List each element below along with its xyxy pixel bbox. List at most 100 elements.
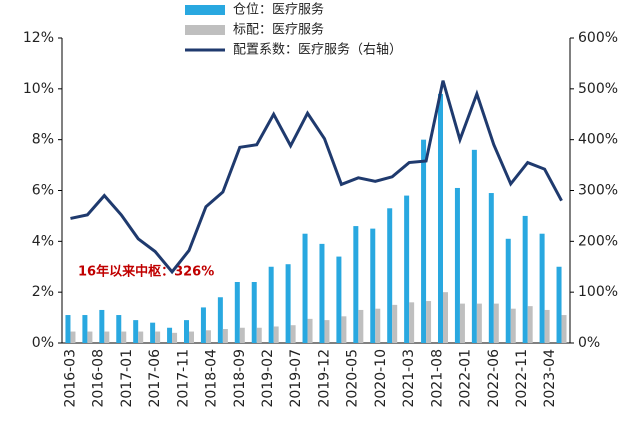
bar: [184, 320, 189, 343]
bar: [104, 331, 110, 343]
bar: [443, 292, 448, 343]
y2-tick-label: 0%: [578, 335, 600, 351]
bar: [302, 233, 308, 343]
bar: [251, 282, 257, 343]
bar: [358, 309, 364, 343]
y2-tick-label: 300%: [578, 183, 618, 199]
y2-tick-label: 500%: [578, 81, 618, 97]
y-tick-label: 6%: [32, 183, 54, 199]
bar: [234, 282, 240, 343]
y-tick-label: 2%: [32, 284, 54, 300]
bar: [454, 187, 460, 343]
line: [70, 80, 563, 275]
bar: [505, 238, 511, 343]
bar: [459, 303, 465, 343]
bar: [522, 215, 528, 343]
y-tick-label: 4%: [32, 233, 54, 249]
x-tick-label: 2017-06: [147, 349, 163, 408]
x-tick-label: 2022-01: [458, 349, 474, 408]
x-tick-label: 2019-12: [316, 349, 332, 408]
bar: [133, 320, 139, 343]
legend-label: 配置系数：医疗服务（右轴）: [233, 42, 402, 58]
bar: [205, 330, 211, 343]
bar: [268, 266, 274, 343]
y2-tick-label: 600%: [578, 30, 618, 46]
bar: [324, 320, 330, 343]
bar: [256, 327, 262, 343]
bar: [217, 297, 223, 343]
legend-swatch: [185, 5, 225, 15]
annotation: 16年以来中枢：326%: [78, 264, 214, 280]
x-tick-label: 2021-03: [401, 349, 417, 408]
y-tick-label: 12%: [23, 30, 54, 46]
x-tick-label: 2019-07: [288, 349, 304, 408]
legend-label: 标配：医疗服务: [233, 22, 324, 38]
legend-swatch: [185, 25, 225, 35]
bar: [527, 306, 533, 343]
x-tick-label: 2017-01: [119, 349, 135, 408]
y-tick-label: 0%: [32, 335, 54, 351]
bar: [353, 226, 359, 343]
bar: [99, 309, 105, 343]
bar: [82, 315, 88, 343]
y-tick-label: 10%: [23, 81, 54, 97]
bar: [65, 315, 71, 343]
y2-tick-label: 400%: [578, 132, 618, 148]
bar: [200, 307, 206, 343]
bar: [87, 331, 93, 343]
bar: [404, 195, 410, 343]
bar: [172, 332, 178, 343]
legend-label: 仓位：医疗服务: [233, 2, 324, 18]
bar: [375, 308, 381, 343]
x-tick-label: 2022-11: [514, 349, 530, 408]
y-tick-label: 8%: [32, 132, 54, 148]
y2-tick-label: 100%: [578, 284, 618, 300]
bar: [273, 326, 279, 343]
x-tick-label: 2016-08: [91, 349, 107, 408]
bar: [561, 315, 567, 343]
bar: [285, 264, 291, 343]
bar: [341, 316, 347, 343]
bar: [239, 327, 245, 343]
bar: [319, 243, 325, 343]
bar: [421, 139, 427, 343]
y2-tick-label: 200%: [578, 233, 618, 249]
bar: [336, 256, 342, 343]
bar: [290, 325, 296, 343]
bar: [426, 301, 432, 343]
x-tick-label: 2023-04: [542, 349, 558, 408]
x-tick-label: 2018-09: [232, 349, 248, 408]
bar: [150, 322, 156, 343]
x-tick-label: 2020-05: [345, 349, 361, 408]
bar: [387, 208, 393, 343]
x-tick-label: 2019-02: [260, 349, 276, 408]
bar: [370, 228, 376, 343]
bar: [222, 329, 228, 343]
x-tick-label: 2018-04: [204, 349, 220, 408]
bar: [409, 302, 415, 343]
x-tick-label: 2020-10: [373, 349, 389, 408]
x-tick-label: 2016-03: [62, 349, 78, 408]
bar: [392, 304, 398, 343]
bar: [493, 303, 499, 343]
x-tick-label: 2022-06: [486, 349, 502, 408]
bar: [167, 327, 173, 343]
bar: [544, 309, 550, 343]
bar: [476, 303, 482, 343]
bar: [307, 318, 313, 343]
bar: [438, 93, 443, 344]
bar: [70, 331, 76, 343]
x-tick-label: 2017-11: [175, 349, 191, 408]
bar: [488, 193, 494, 343]
x-tick-label: 2021-08: [429, 349, 445, 408]
bar: [189, 331, 194, 343]
bar: [116, 315, 122, 343]
bar: [138, 331, 144, 343]
bar: [155, 331, 161, 343]
bar: [471, 149, 477, 343]
bar: [539, 233, 545, 343]
bar: [556, 266, 562, 343]
bar: [510, 308, 516, 343]
bar: [121, 331, 127, 343]
